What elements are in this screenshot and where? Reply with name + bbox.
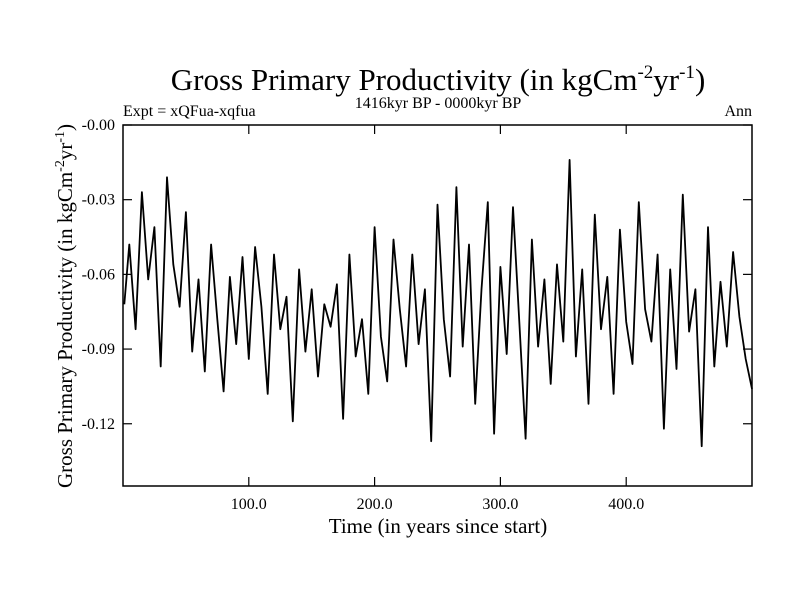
x-tick-label: 100.0	[231, 496, 267, 513]
y-tick-label: -0.12	[82, 416, 115, 433]
y-tick-label: -0.00	[82, 117, 115, 134]
x-axis-ticks: 100.0 200.0 300.0 400.0	[231, 125, 644, 513]
x-tick-label: 400.0	[608, 496, 644, 513]
y-tick-label: -0.03	[82, 192, 115, 209]
title-sup1: -2	[637, 62, 653, 83]
ylabel-main: Gross Primary Productivity (in kgCm	[53, 172, 77, 488]
y-axis-label: Gross Primary Productivity (in kgCm-2yr-…	[53, 124, 77, 488]
title-end: )	[695, 62, 705, 97]
plot-area	[122, 124, 753, 487]
y-tick-label: -0.09	[82, 341, 115, 358]
ylabel-sup1: -2	[53, 160, 68, 172]
season-label: Ann	[724, 103, 752, 120]
experiment-label: Expt = xQFua-xqfua	[123, 103, 256, 120]
title-sup2: -1	[679, 62, 695, 83]
data-line	[123, 159, 753, 448]
ylabel-mid: yr	[53, 143, 77, 161]
chart-title: Gross Primary Productivity (in kgCm-2yr-…	[171, 62, 706, 97]
ylabel-sup2: -1	[53, 131, 68, 143]
title-main: Gross Primary Productivity (in kgCm	[171, 62, 638, 97]
title-mid: yr	[653, 62, 680, 97]
y-axis-ticks: -0.00 -0.03 -0.06 -0.09 -0.12	[82, 117, 752, 433]
x-axis-label: Time (in years since start)	[329, 514, 548, 538]
ylabel-end: )	[53, 124, 77, 131]
x-tick-label: 300.0	[482, 496, 518, 513]
y-tick-label: -0.06	[82, 266, 115, 283]
time-range-label: 1416kyr BP - 0000kyr BP	[355, 95, 522, 112]
x-tick-label: 200.0	[357, 496, 393, 513]
